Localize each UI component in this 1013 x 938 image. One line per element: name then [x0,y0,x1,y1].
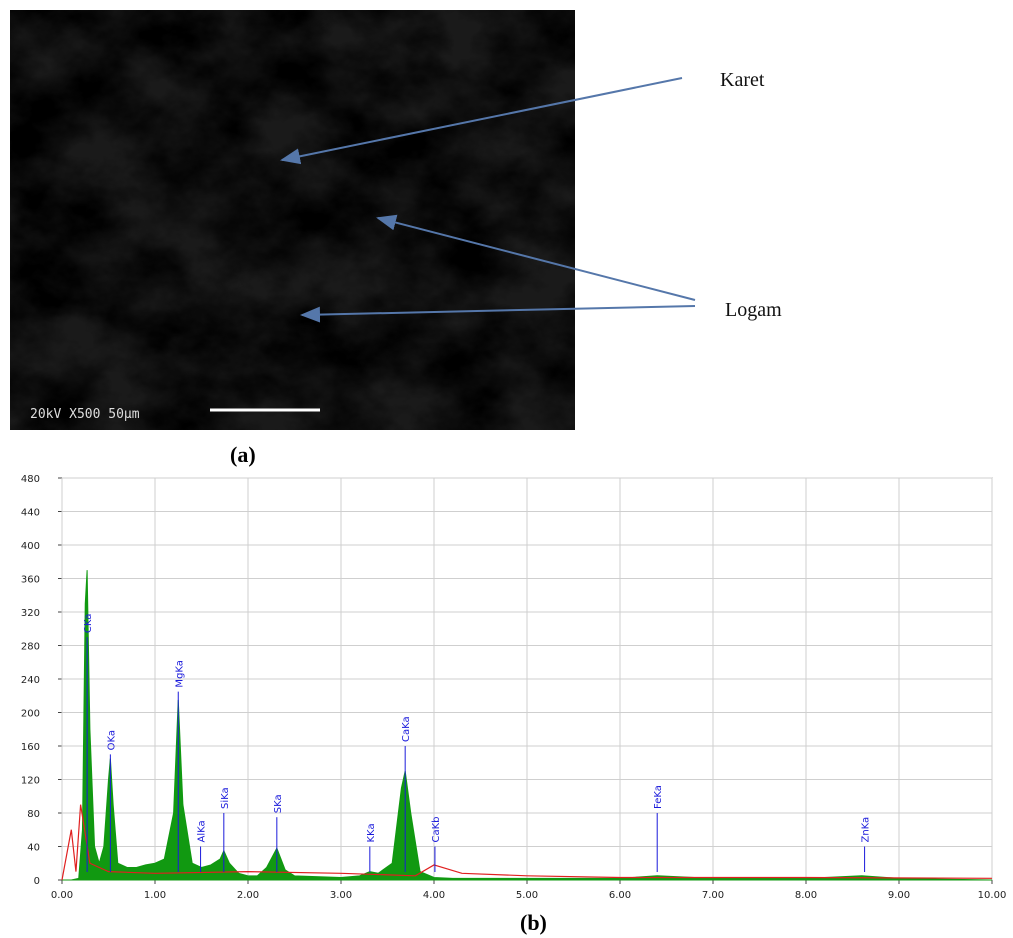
y-tick-label: 480 [21,474,40,485]
caption: (a) [230,442,256,467]
x-tick-label: 8.00 [795,890,817,901]
y-tick-label: 280 [21,642,40,653]
x-tick-label: 0.00 [51,890,73,901]
peak-label: MgKa [174,660,185,688]
spectrum-line [61,804,993,881]
arrow [300,305,696,323]
x-tick-label: 6.00 [609,890,631,901]
y-tick-label: 120 [21,776,40,787]
sem-info: 20kV X500 50µm [30,407,140,422]
y-tick-label: 360 [21,575,40,586]
peak-label: KKa [366,823,377,842]
caption: (b) [520,910,547,935]
y-tick-label: 400 [21,541,40,552]
peak-label: AlKa [197,820,208,842]
arrow [376,214,696,301]
spectrum-area [62,570,993,881]
y-tick-label: 440 [21,508,40,519]
peak-label: SiKa [220,787,231,809]
y-tick-label: 200 [21,709,40,720]
arrow [280,77,683,165]
sem-image: 20kV X500 50µm [10,10,575,430]
spectrum-chart: 0 40 80 120 160 200 240 280 320 360 400 440 480 0.00 1… [21,474,1006,901]
peak-label: SKa [273,794,284,813]
x-tick-label: 5.00 [516,890,538,901]
label: Karet [720,69,765,91]
peak-label: OKa [106,730,117,750]
y-tick-label: 160 [21,742,40,753]
peak-label: FeKa [653,785,664,809]
x-tick-label: 2.00 [237,890,259,901]
y-tick-label: 40 [27,843,40,854]
x-tick-label: 1.00 [144,890,166,901]
x-tick-label: 7.00 [702,890,724,901]
x-tick-label: 10.00 [978,890,1007,901]
label: Logam [725,299,782,321]
y-tick-label: 80 [27,809,40,820]
y-tick-label: 0 [34,876,40,887]
y-tick-label: 240 [21,675,40,686]
peak-label: CKa [83,614,94,634]
peak-label: CaKa [401,716,412,742]
x-tick-label: 4.00 [423,890,445,901]
x-tick-label: 3.00 [330,890,352,901]
peak-label: ZnKa [861,817,872,843]
y-tick-label: 320 [21,608,40,619]
peak-label: CaKb [431,816,442,842]
x-tick-label: 9.00 [888,890,910,901]
